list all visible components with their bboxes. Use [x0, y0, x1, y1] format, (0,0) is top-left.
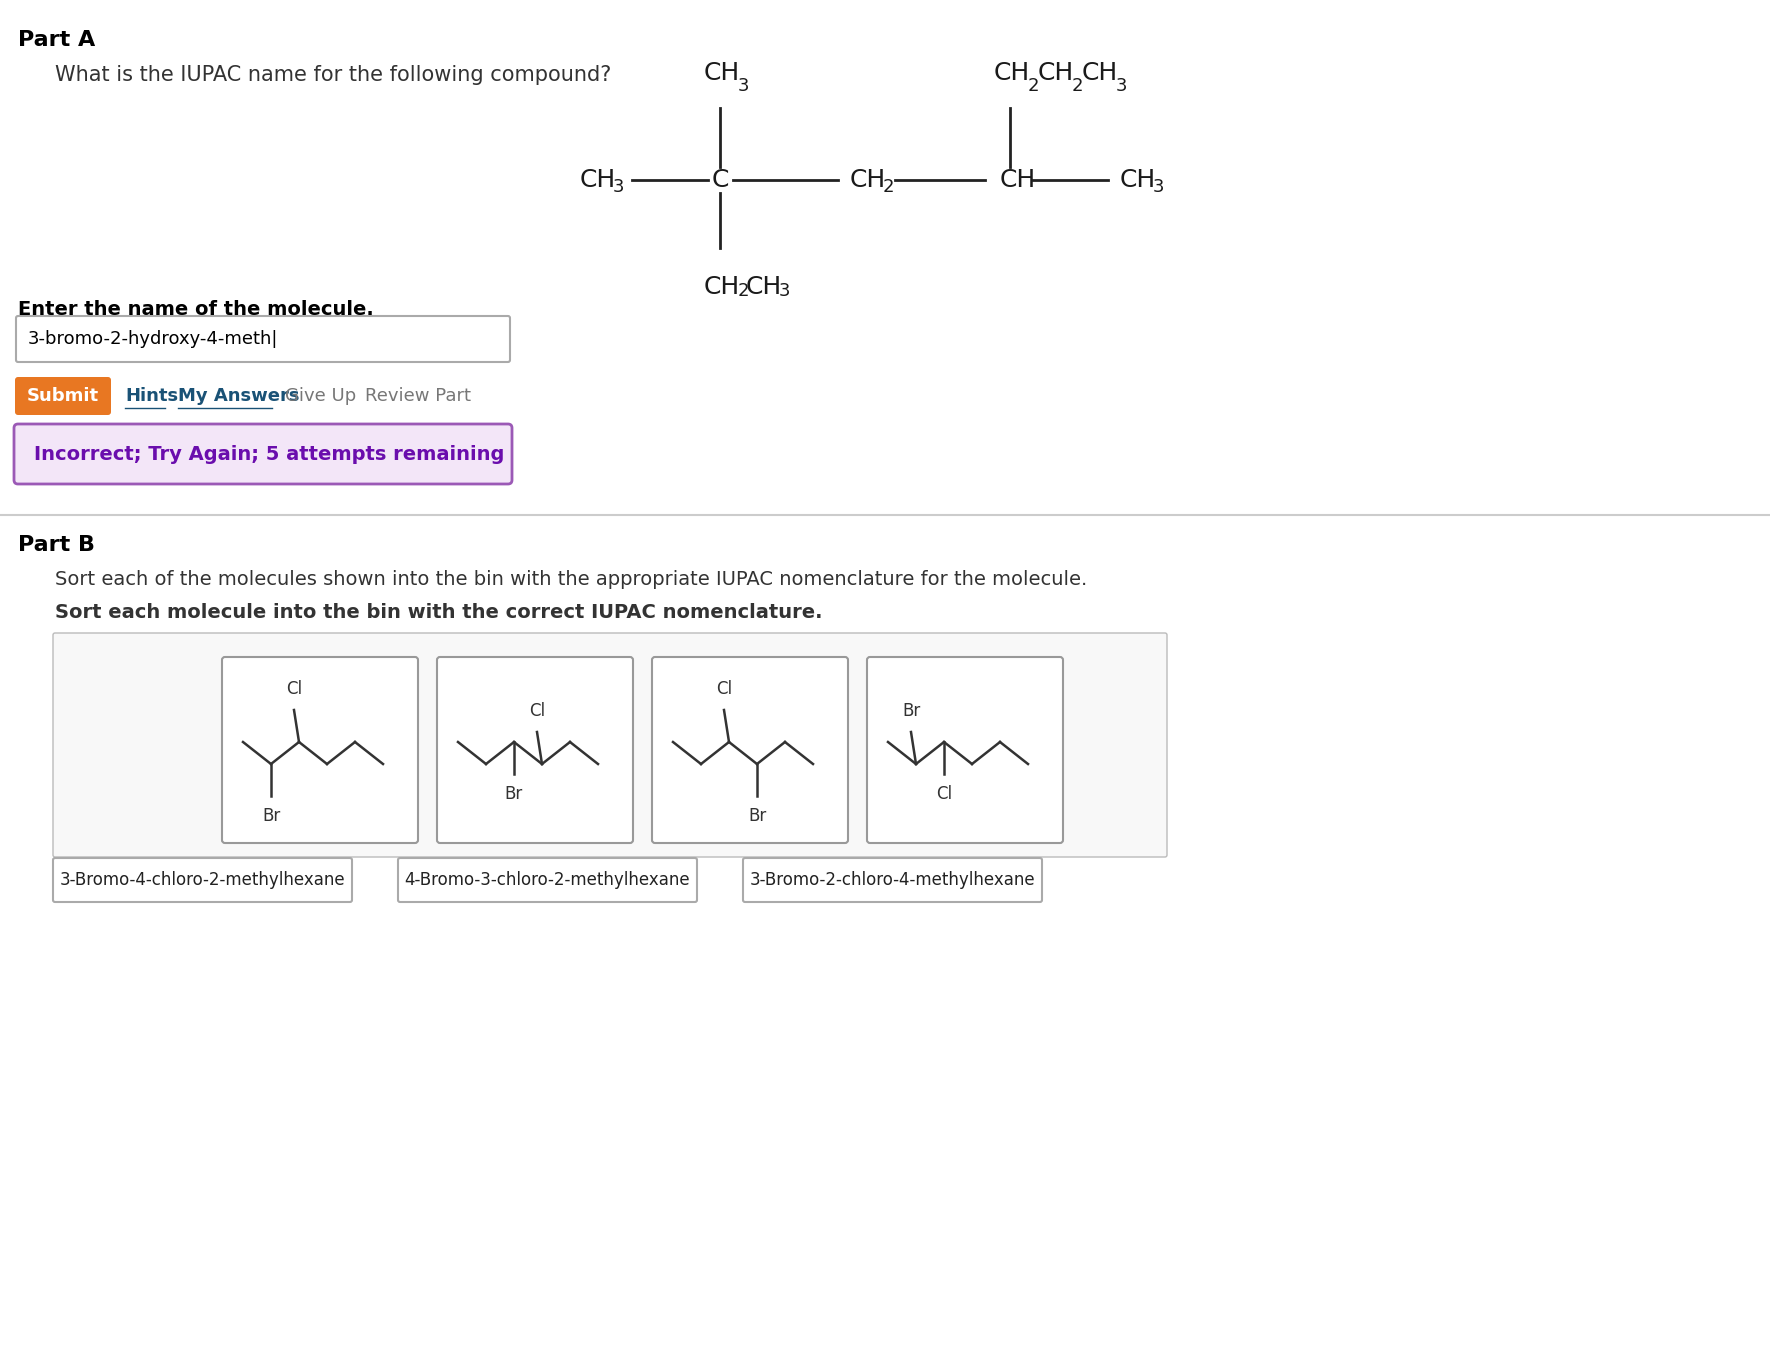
Text: 3: 3 — [1117, 78, 1127, 95]
Text: Cl: Cl — [287, 680, 303, 698]
FancyBboxPatch shape — [398, 858, 697, 902]
FancyBboxPatch shape — [221, 657, 418, 843]
Text: My Answers: My Answers — [179, 388, 299, 405]
Text: Sort each of the molecules shown into the bin with the appropriate IUPAC nomencl: Sort each of the molecules shown into th… — [55, 570, 1087, 589]
Text: Br: Br — [903, 702, 920, 719]
Text: Hints: Hints — [126, 388, 179, 405]
FancyBboxPatch shape — [14, 377, 112, 415]
Text: CH: CH — [1000, 169, 1035, 192]
Text: CH: CH — [995, 61, 1030, 84]
Text: Give Up: Give Up — [285, 388, 356, 405]
Text: CH: CH — [1081, 61, 1119, 84]
Text: Cl: Cl — [715, 680, 733, 698]
Text: 2: 2 — [738, 282, 749, 301]
Text: Br: Br — [504, 785, 524, 802]
Text: Submit: Submit — [27, 388, 99, 405]
Text: 3: 3 — [1152, 178, 1165, 196]
Text: Cl: Cl — [529, 702, 545, 719]
Text: 2: 2 — [1028, 78, 1039, 95]
Text: CH: CH — [581, 169, 616, 192]
Text: Part A: Part A — [18, 30, 96, 50]
Text: Cl: Cl — [936, 785, 952, 802]
FancyBboxPatch shape — [53, 858, 352, 902]
Text: 3: 3 — [738, 78, 749, 95]
Text: Enter the name of the molecule.: Enter the name of the molecule. — [18, 301, 373, 320]
FancyBboxPatch shape — [16, 316, 510, 362]
Text: Br: Br — [749, 806, 766, 826]
Text: Incorrect; Try Again; 5 attempts remaining: Incorrect; Try Again; 5 attempts remaini… — [34, 445, 504, 464]
FancyBboxPatch shape — [53, 632, 1166, 857]
Text: C: C — [712, 169, 729, 192]
FancyBboxPatch shape — [14, 424, 512, 484]
Text: 3-bromo-2-hydroxy-4-meth|: 3-bromo-2-hydroxy-4-meth| — [28, 330, 278, 348]
Text: 3-Bromo-4-chloro-2-methylhexane: 3-Bromo-4-chloro-2-methylhexane — [60, 870, 345, 889]
Text: 3: 3 — [779, 282, 791, 301]
Text: 3: 3 — [612, 178, 625, 196]
Text: Sort each molecule into the bin with the correct IUPAC nomenclature.: Sort each molecule into the bin with the… — [55, 602, 823, 622]
Text: 2: 2 — [883, 178, 894, 196]
Text: Review Part: Review Part — [365, 388, 471, 405]
Text: CH: CH — [704, 61, 740, 84]
Text: CH: CH — [745, 275, 782, 299]
Text: CH: CH — [1120, 169, 1156, 192]
Text: What is the IUPAC name for the following compound?: What is the IUPAC name for the following… — [55, 65, 611, 84]
Text: Br: Br — [262, 806, 280, 826]
Text: 2: 2 — [1073, 78, 1083, 95]
Text: 4-Bromo-3-chloro-2-methylhexane: 4-Bromo-3-chloro-2-methylhexane — [405, 870, 690, 889]
FancyBboxPatch shape — [867, 657, 1064, 843]
FancyBboxPatch shape — [437, 657, 634, 843]
Text: 3-Bromo-2-chloro-4-methylhexane: 3-Bromo-2-chloro-4-methylhexane — [750, 870, 1035, 889]
Text: CH: CH — [1037, 61, 1074, 84]
Text: Part B: Part B — [18, 534, 96, 555]
Text: CH: CH — [850, 169, 887, 192]
Text: CH: CH — [704, 275, 740, 299]
FancyBboxPatch shape — [651, 657, 848, 843]
FancyBboxPatch shape — [743, 858, 1043, 902]
